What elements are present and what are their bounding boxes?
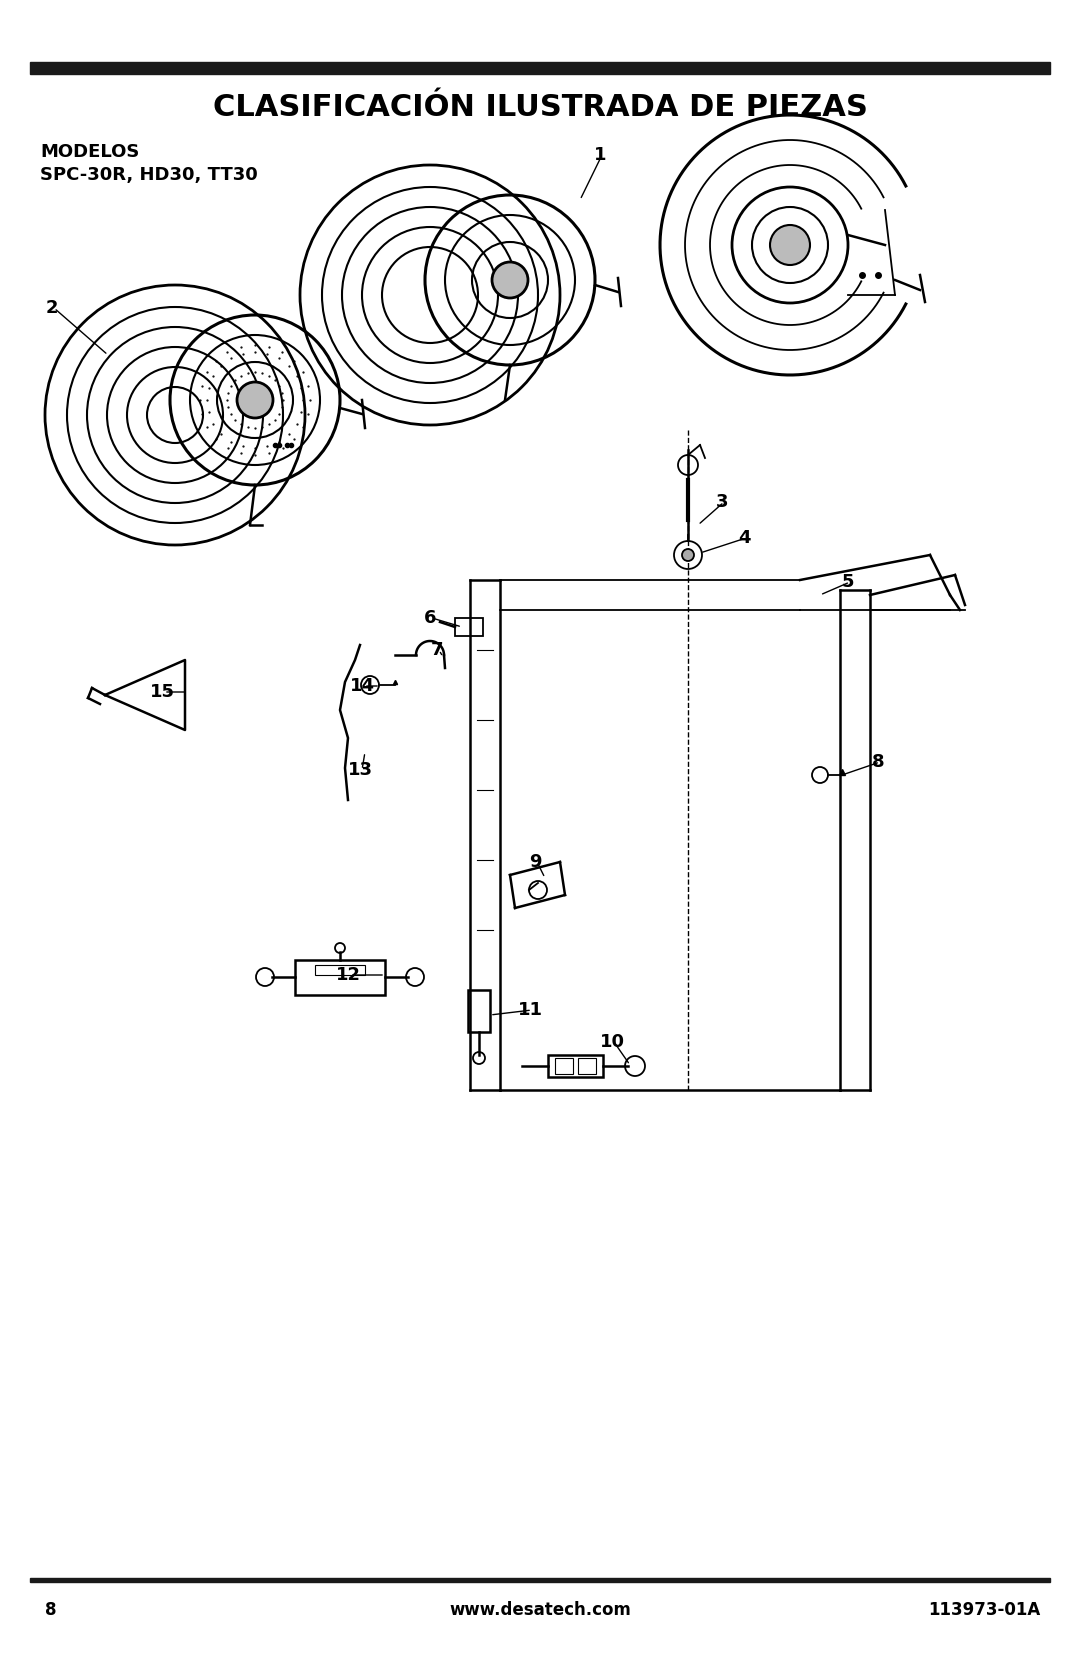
Circle shape	[492, 262, 528, 299]
Bar	[455, 618, 483, 636]
Text: 2: 2	[45, 299, 58, 317]
Bar	[315, 965, 365, 975]
Text: 15: 15	[149, 683, 175, 701]
Bar	[578, 1058, 596, 1073]
Circle shape	[770, 225, 810, 265]
Text: 6: 6	[423, 609, 436, 628]
Text: 12: 12	[336, 966, 361, 985]
Text: 10: 10	[599, 1033, 624, 1051]
Text: 5: 5	[841, 572, 854, 591]
Text: 8: 8	[45, 1601, 56, 1619]
Text: 7: 7	[431, 641, 443, 659]
Circle shape	[681, 549, 694, 561]
Text: 13: 13	[348, 761, 373, 779]
Bar	[468, 990, 490, 1031]
Bar	[295, 960, 384, 995]
Text: 113973-01A: 113973-01A	[928, 1601, 1040, 1619]
Bar	[30, 62, 1050, 73]
Circle shape	[237, 382, 273, 417]
Text: 4: 4	[738, 529, 751, 547]
Text: SPC-30R, HD30, TT30: SPC-30R, HD30, TT30	[40, 165, 258, 184]
Text: CLASIFICACIÓN ILUSTRADA DE PIEZAS: CLASIFICACIÓN ILUSTRADA DE PIEZAS	[213, 93, 867, 122]
Bar	[30, 1577, 1050, 1582]
Text: 11: 11	[517, 1001, 542, 1020]
Text: 14: 14	[350, 678, 375, 694]
Bar	[548, 1055, 603, 1077]
Text: 1: 1	[594, 145, 606, 164]
Text: www.desatech.com: www.desatech.com	[449, 1601, 631, 1619]
Text: 3: 3	[716, 492, 728, 511]
Text: 8: 8	[872, 753, 885, 771]
Bar	[555, 1058, 573, 1073]
Text: 9: 9	[529, 853, 541, 871]
Text: MODELOS: MODELOS	[40, 144, 139, 160]
